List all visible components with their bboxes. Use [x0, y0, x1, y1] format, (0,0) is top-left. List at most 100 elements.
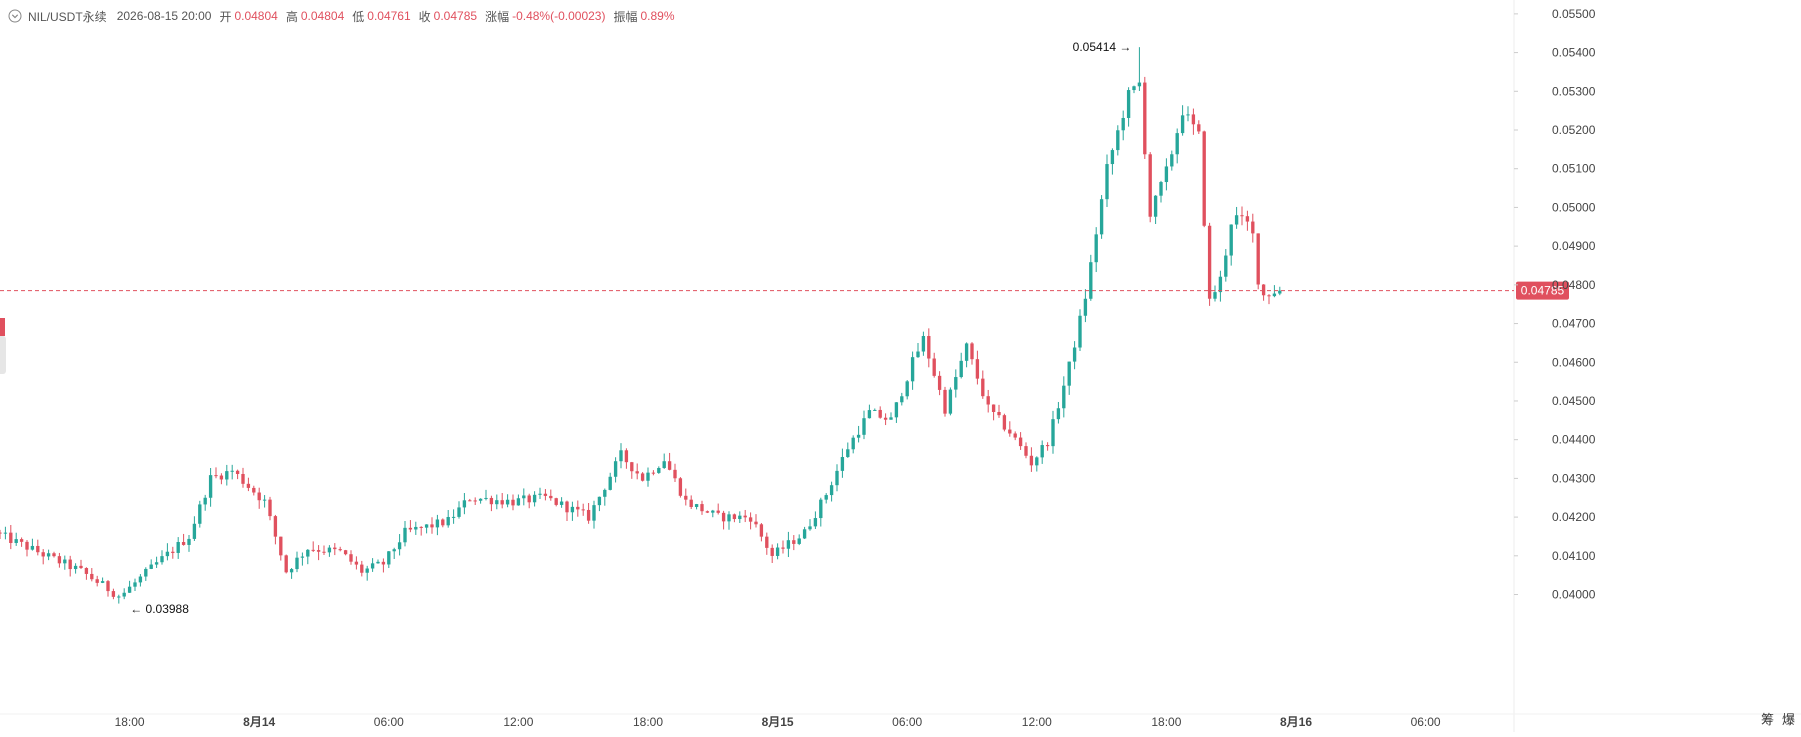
candle-body-up	[149, 564, 153, 569]
candle-body-up	[813, 518, 818, 527]
candle-body-up	[370, 563, 375, 569]
liquidation-tool-label[interactable]: 爆	[1781, 712, 1795, 727]
candle-body-up	[835, 470, 839, 486]
candle-body-down	[441, 519, 445, 526]
candle-body-up	[176, 542, 180, 553]
time-tick-label: 12:00	[1022, 715, 1052, 729]
candle-body-up	[1234, 215, 1239, 225]
candle-body-up	[122, 592, 126, 597]
candle-body-down	[743, 515, 747, 518]
candle-body-up	[889, 417, 893, 420]
candle-body-up	[117, 596, 121, 598]
candle-body-down	[1191, 114, 1196, 125]
candle-body-down	[246, 483, 251, 488]
time-tick-label: 06:00	[1411, 715, 1441, 729]
price-tick-label: 0.05500	[1552, 7, 1596, 21]
close-label: 收	[418, 9, 431, 24]
candle-body-up	[133, 582, 137, 587]
time-axis[interactable]: 18:00 8月14 06:00 12:00 18:00 8月15 06:00 12:00 18…	[115, 715, 1441, 729]
candle-body-up	[306, 549, 310, 557]
chips-tool-label[interactable]: 筹	[1760, 712, 1774, 727]
candle-body-up	[1105, 164, 1109, 200]
candle-body-up	[1094, 234, 1098, 263]
candle-body-up	[846, 449, 850, 458]
candle-body-down	[511, 499, 515, 506]
price-tick-label: 0.04100	[1552, 549, 1596, 563]
candle-body-up	[657, 467, 661, 473]
side-panel-handle[interactable]	[0, 336, 6, 374]
candle-body-down	[106, 581, 110, 592]
candle-body-down	[586, 509, 591, 521]
candle-body-up	[300, 556, 305, 558]
candle-body-up	[829, 485, 834, 496]
candle-body-down	[84, 568, 89, 574]
candle-body-up	[63, 559, 67, 564]
candle-body-up	[414, 526, 418, 530]
candle-body-up	[198, 504, 202, 524]
candle-body-up	[505, 499, 510, 505]
candle-body-up	[187, 538, 191, 545]
candle-body-down	[1251, 221, 1255, 234]
candle-body-up	[14, 539, 18, 543]
candle-body-down	[937, 375, 942, 390]
candle-body-up	[727, 514, 731, 522]
candle-body-up	[856, 434, 861, 438]
candle-body-up	[457, 507, 461, 517]
time-tick-label: 18:00	[633, 715, 663, 729]
candle-body-down	[576, 506, 580, 510]
candle-body-down	[279, 536, 283, 556]
candle-body-down	[527, 495, 531, 503]
candle-body-up	[327, 547, 332, 553]
candle-body-down	[1002, 415, 1007, 430]
candle-body-up	[225, 471, 229, 480]
candle-body-down	[1008, 429, 1012, 434]
price-axis[interactable]: 0.04000 0.04100 0.04200 0.04300 0.04400 0.045…	[1514, 7, 1596, 602]
candle-body-down	[878, 409, 882, 418]
candle-body-down	[689, 499, 693, 507]
candle-body-down	[765, 536, 769, 548]
candle-body-up	[1072, 347, 1077, 362]
candle-body-up	[608, 476, 612, 490]
candle-body-up	[619, 450, 623, 462]
candle-body-down	[252, 487, 256, 493]
close-value: 0.04785	[433, 9, 478, 23]
candle-body-up	[1083, 298, 1088, 316]
candle-body-up	[1213, 292, 1217, 299]
ohlc-info-bar: NIL/USDT永续 2026-08-15 20:00 开 0.04804 高 …	[8, 6, 683, 26]
change-value: -0.48%(-0.00023)	[512, 9, 606, 23]
candle-body-down	[640, 473, 645, 481]
candle-body-down	[36, 545, 40, 553]
candle-body-down	[489, 497, 494, 505]
candle-body-up	[100, 581, 105, 583]
candle-body-down	[732, 514, 737, 520]
candle-body-down	[408, 527, 413, 530]
high-marker-label: 0.05414 →	[1073, 40, 1132, 54]
candle-body-down	[1202, 131, 1206, 226]
high-value: 0.04804	[300, 9, 345, 23]
candle-body-down	[635, 471, 639, 474]
candle-body-up	[403, 527, 407, 543]
price-tick-label: 0.04000	[1552, 588, 1596, 602]
candle-body-up	[1159, 182, 1163, 196]
candle-body-up	[775, 547, 780, 556]
candle-body-up	[1116, 130, 1120, 151]
low-label: 低	[352, 9, 365, 24]
candle-body-up	[1110, 150, 1115, 165]
candle-body-down	[257, 492, 261, 501]
candle-body-down	[1029, 455, 1034, 466]
candle-body-up	[1126, 90, 1131, 118]
candle-body-down	[554, 498, 558, 505]
candle-body-up	[1164, 166, 1169, 183]
candle-body-up	[387, 551, 391, 565]
candle-body-down	[759, 524, 764, 537]
candle-body-up	[495, 500, 499, 505]
candle-body-down	[235, 470, 240, 474]
candle-body-up	[484, 497, 488, 499]
candle-body-down	[500, 500, 504, 505]
candle-body-up	[446, 516, 450, 526]
price-tick-label: 0.05000	[1552, 200, 1596, 214]
collapse-chevron-icon[interactable]	[8, 9, 22, 23]
candle-body-up	[30, 545, 35, 550]
